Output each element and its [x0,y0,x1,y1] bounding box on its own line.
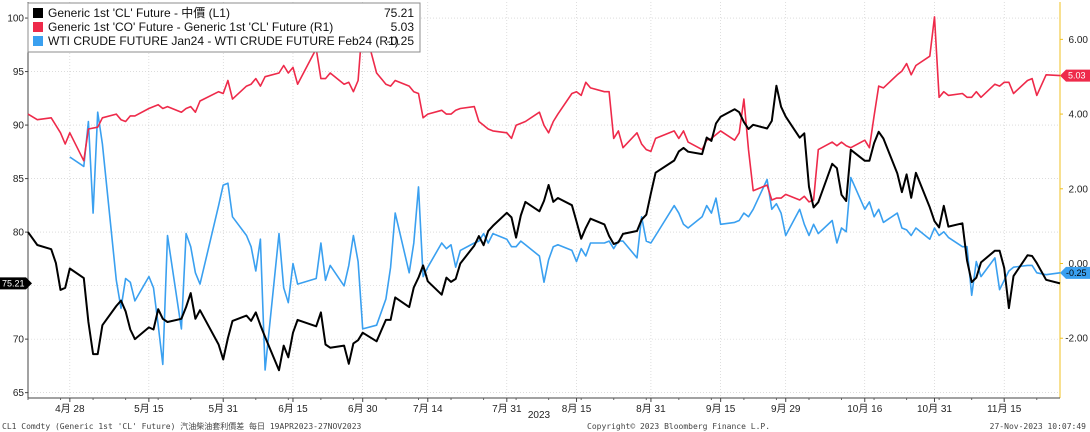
x-tick-label: 7月 31 [492,403,522,415]
legend-value-co-cl: 5.03 [391,20,415,34]
legend-label-cl: Generic 1st 'CL' Future - 中價 (L1) [48,5,230,20]
left-tick-label: 70 [13,335,25,346]
x-tick-label: 9月 15 [706,403,736,415]
left-tick-label: 80 [13,228,25,239]
left-tick-label: 85 [13,174,25,185]
legend-value-cl: 75.21 [384,6,414,20]
legend-swatch-wti-spread [33,36,43,46]
left-axis: 65707580859095100 [7,2,29,399]
last-value-text-cl: 75.21 [2,278,25,288]
x-tick-label: 6月 15 [278,403,308,415]
left-tick-label: 65 [13,388,25,399]
x-tick-label: 6月 30 [348,403,378,415]
last-value-tag-wti-spread [1060,266,1090,279]
left-tick-label: 95 [13,67,25,78]
x-tick-label: 11月 15 [987,403,1022,415]
series-line-cl [27,84,1061,372]
x-tick-label: 5月 15 [134,403,164,415]
x-tick-label: 4月 28 [55,403,85,415]
legend: Generic 1st 'CL' Future - 中價 (L1) 75.21 … [27,2,421,53]
right-tick-label: 2.00 [1069,184,1089,195]
footer: CL1 Comdty (Generic 1st 'CL' Future) 汽油柴… [2,421,1086,431]
x-axis-year-label: 2023 [528,410,551,421]
last-value-text-wti-spread: -0.25 [1066,268,1087,278]
legend-label-wti-spread: WTI CRUDE FUTURE Jan24 - WTI CRUDE FUTUR… [48,34,399,48]
x-tick-label: 7月 14 [413,403,443,415]
right-tick-label: -2.00 [1065,334,1088,345]
series-lines [27,16,1061,372]
last-value-tags: 75.21 5.03 -0.25 [0,69,1090,290]
legend-swatch-cl [33,8,43,18]
last-value-text-co-cl: 5.03 [1068,71,1086,81]
footer-timestamp: 27-Nov-2023 10:07:49 [990,422,1087,431]
x-tick-label: 8月 15 [562,403,592,415]
series-line-co-cl [27,16,1061,203]
left-tick-label: 90 [13,121,25,132]
x-tick-label: 9月 29 [771,403,801,415]
footer-source: CL1 Comdty (Generic 1st 'CL' Future) 汽油柴… [2,421,362,431]
right-tick-label: 4.00 [1069,110,1089,121]
footer-copyright: Copyright© 2023 Bloomberg Finance L.P. [587,422,770,431]
x-tick-label: 10月 31 [917,403,952,415]
x-tick-label: 8月 31 [636,403,666,415]
legend-box [27,2,421,53]
legend-value-wti-spread: -0.25 [387,34,415,48]
right-tick-label: 6.00 [1069,35,1089,46]
series-line-wti-spread [69,111,1061,371]
x-tick-label: 5月 31 [209,403,239,415]
x-axis: 4月 28 5月 15 5月 31 6月 15 6月 30 7月 14 7月 31 8月 15… [27,397,1060,415]
last-value-tag-co-cl [1060,69,1090,82]
legend-label-co-cl: Generic 1st 'CO' Future - Generic 1st 'C… [48,20,333,34]
legend-swatch-co-cl [33,22,43,32]
left-tick-label: 100 [7,14,24,25]
right-axis: -2.00 0.00 2.00 4.00 6.00 [1059,2,1089,398]
right-tick-label: 0.00 [1069,259,1089,270]
last-value-tag-cl [0,277,32,290]
x-tick-label: 10月 16 [847,403,882,415]
